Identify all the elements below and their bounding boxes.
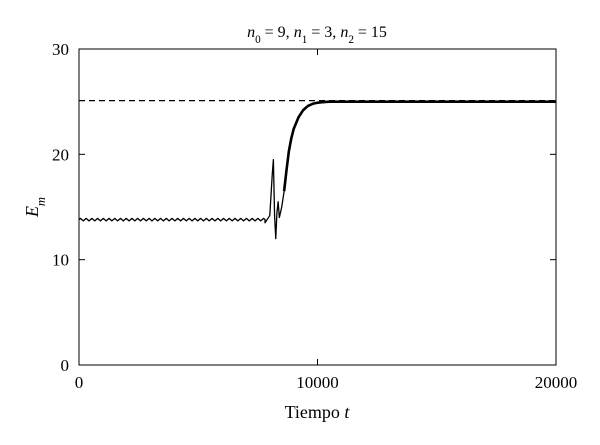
y-tick-label: 0: [61, 356, 70, 375]
y-tick-label: 10: [52, 251, 69, 270]
x-tick-label: 0: [75, 373, 84, 392]
chart-title: n0 = 9, n1 = 3, n2 = 15: [247, 24, 387, 46]
x-tick-label: 20000: [535, 373, 578, 392]
x-axis-label: Tiempo t: [285, 402, 351, 422]
x-tick-label: 10000: [296, 373, 339, 392]
x-axis-ticks: 0 10000 20000: [75, 49, 578, 392]
series-group: [78, 100, 556, 240]
y-tick-label: 20: [52, 145, 69, 164]
series-line: [78, 101, 556, 240]
y-axis-label: Em: [22, 197, 48, 218]
plot-area-frame: [78, 48, 557, 366]
y-axis-ticks: 0 10 20 30: [52, 40, 556, 375]
y-tick-label: 30: [52, 40, 69, 59]
series-line-band: [282, 100, 556, 192]
